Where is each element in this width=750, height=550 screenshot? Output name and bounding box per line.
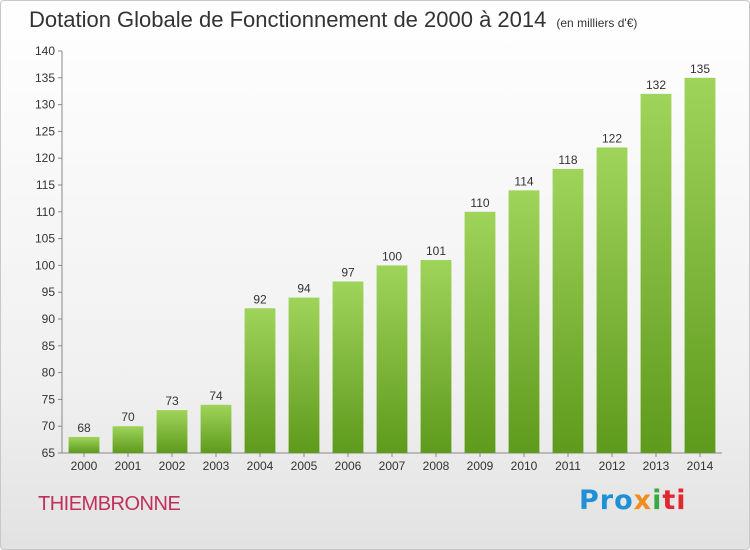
y-tick-label: 85 (42, 339, 56, 353)
x-tick-label: 2012 (599, 459, 626, 473)
bar-2014 (684, 77, 716, 454)
data-label-2005: 94 (297, 282, 311, 296)
axes: 65 70 75 80 85 90 95 100 105 110 115 120 125 130 135 14… (35, 44, 722, 473)
y-tick-label: 100 (35, 258, 55, 272)
bar-2001 (112, 426, 144, 453)
x-tick-label: 2013 (643, 459, 670, 473)
x-tick-label: 2014 (687, 459, 714, 473)
data-label-2010: 114 (514, 174, 533, 188)
data-label-2013: 132 (646, 78, 666, 92)
y-tick-label: 135 (35, 71, 55, 85)
y-tick-label: 130 (35, 98, 55, 112)
y-tick-label: 105 (35, 232, 55, 246)
y-tick-label: 115 (36, 178, 55, 192)
data-label-2001: 70 (121, 410, 135, 424)
y-tick-label: 140 (35, 44, 55, 58)
commune-name: THIEMBRONNE (38, 493, 181, 515)
bar-2013 (640, 93, 672, 453)
bar-2007 (376, 265, 408, 453)
chart-title-block: Dotation Globale de Fonctionnement de 20… (29, 7, 637, 33)
y-tick-label: 90 (42, 312, 56, 326)
data-label-2009: 110 (470, 196, 489, 210)
x-tick-label: 2003 (203, 459, 230, 473)
x-tick-label: 2010 (511, 459, 538, 473)
bar-2009 (464, 211, 496, 453)
x-tick-label: 2005 (291, 459, 318, 473)
data-label-2011: 118 (558, 153, 577, 167)
y-tick-label: 75 (42, 392, 56, 406)
data-label-2000: 68 (77, 421, 91, 435)
bar-2008 (420, 260, 452, 453)
y-tick-label: 70 (42, 419, 56, 433)
data-label-2002: 73 (165, 394, 179, 408)
bar-2002 (156, 410, 188, 453)
y-tick-label: 125 (35, 124, 55, 138)
bar-2012 (596, 147, 628, 454)
x-tick-label: 2009 (467, 459, 494, 473)
data-labels: 68 70 73 74 92 94 97 100 101 110 114 118 122 132 135 (77, 62, 710, 435)
data-label-2007: 100 (382, 249, 402, 263)
data-label-2003: 74 (209, 389, 223, 403)
proxiti-logo: Proxiti (579, 485, 687, 516)
bar-2003 (200, 404, 232, 453)
y-tick-label: 110 (36, 205, 55, 219)
bar-2000 (68, 436, 100, 453)
data-label-2012: 122 (602, 131, 622, 145)
x-tick-label: 2000 (71, 459, 98, 473)
x-tick-label: 2001 (115, 459, 142, 473)
x-tick-label: 2002 (159, 459, 186, 473)
chart-title: Dotation Globale de Fonctionnement de 20… (29, 7, 547, 32)
data-label-2004: 92 (253, 292, 267, 306)
data-label-2014: 135 (690, 62, 710, 76)
data-label-2008: 101 (426, 244, 446, 258)
x-tick-label: 2004 (247, 459, 274, 473)
chart-subtitle: (en milliers d'€) (556, 16, 638, 30)
y-tick-label: 65 (42, 446, 56, 460)
bar-2006 (332, 281, 364, 453)
x-tick-label: 2007 (379, 459, 406, 473)
bar-2010 (508, 190, 540, 454)
x-tick-label: 2006 (335, 459, 362, 473)
bar-2004 (244, 308, 276, 453)
bars (68, 77, 716, 454)
y-tick-label: 120 (35, 151, 55, 165)
x-tick-label: 2011 (555, 459, 581, 473)
y-tick-label: 80 (42, 366, 56, 380)
data-label-2006: 97 (341, 265, 355, 279)
y-tick-label: 95 (42, 285, 56, 299)
x-tick-label: 2008 (423, 459, 450, 473)
bar-2011 (552, 168, 584, 454)
bar-2005 (288, 297, 320, 453)
